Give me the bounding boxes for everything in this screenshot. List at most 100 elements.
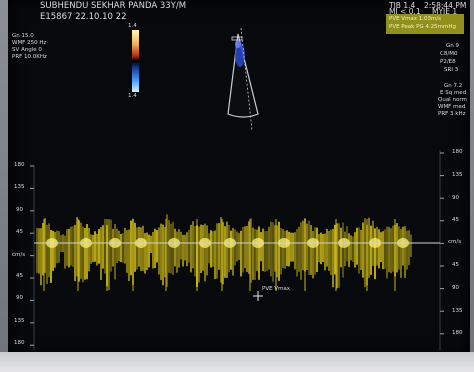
spectrum-column	[220, 217, 222, 283]
spectrum-column	[280, 228, 282, 275]
spectrum-column	[112, 228, 114, 267]
mi-right: MYIE 1	[432, 7, 458, 16]
spectrum-column	[278, 221, 280, 281]
spectrum-column	[46, 225, 48, 285]
spectrum-column	[236, 231, 238, 262]
param-sv-angle: SV Angle 0	[12, 47, 42, 53]
spectrum-column	[312, 230, 314, 279]
spectrum-column	[122, 233, 124, 263]
spectrum-column	[56, 230, 58, 264]
spectrum-column	[302, 220, 304, 271]
spectrum-column	[92, 234, 94, 263]
spectrum-column	[84, 227, 86, 280]
ti-value: TIB 1.4	[389, 1, 416, 10]
spectrum-column	[252, 227, 254, 280]
spectrum-column	[150, 235, 152, 253]
spectrum-column	[298, 226, 300, 272]
spectrum-column	[80, 222, 82, 279]
scale-right-90-bottom: 90	[452, 285, 459, 291]
spectrum-column	[52, 230, 54, 271]
spectrum-column	[242, 226, 244, 273]
spectrum-column	[208, 233, 210, 264]
spectrum-column	[232, 227, 234, 276]
spectrum-column	[396, 222, 398, 273]
spectrum-column	[168, 220, 170, 273]
param-gain: Gn 15.0	[12, 33, 34, 39]
spectrum-column	[38, 228, 40, 274]
spectrum-column	[340, 227, 342, 268]
spectrum-column	[212, 231, 214, 267]
spectrum-column	[152, 232, 154, 269]
spectrum-column	[86, 224, 88, 280]
spectrum-column	[128, 229, 130, 282]
colorbar-top-label: 1.4	[128, 23, 137, 29]
param-wmf: WMF 250 Hz	[12, 40, 47, 46]
spectrum-column	[390, 228, 392, 274]
spectrum-column	[332, 228, 334, 288]
spectrum-column	[82, 226, 84, 283]
param-r-sri: SRI 3	[444, 67, 459, 73]
spectrum-column	[294, 232, 296, 270]
spectrum-column	[192, 221, 194, 269]
scale-right-unit: cm/s	[448, 239, 462, 245]
spectrum-column	[202, 225, 204, 271]
spectrum-column	[142, 225, 144, 271]
spectrum-column	[42, 223, 44, 276]
spectrum-column	[384, 229, 386, 270]
spectrum-column	[410, 234, 412, 258]
spectrum-column	[66, 229, 68, 266]
spectrum-column	[362, 222, 364, 278]
spectrum-column	[144, 233, 146, 274]
spectrum-column	[300, 222, 302, 280]
spectrum-column	[290, 232, 292, 262]
spectrum-column	[286, 230, 288, 267]
scale-right-135-bottom: 135	[452, 308, 463, 314]
spectrum-column	[88, 227, 90, 272]
spectrum-column	[406, 230, 408, 270]
spectrum-column	[370, 225, 372, 275]
spectrum-column	[156, 230, 158, 263]
scale-left-unit: cm/s	[12, 252, 26, 258]
monitor-bezel	[0, 352, 474, 372]
spectrum-column	[238, 233, 240, 260]
scale-left-180-top: 180	[14, 162, 25, 168]
spectrum-column	[348, 233, 350, 268]
spectrum-column	[284, 230, 286, 269]
spectrum-column	[282, 229, 284, 268]
spectrum-column	[226, 221, 228, 278]
spectrum-column	[120, 234, 122, 263]
spectrum-column	[274, 224, 276, 272]
param-r-wmf: WMF med	[438, 104, 466, 110]
spectrum-column	[124, 227, 126, 264]
scale-right-180-bottom: 180	[452, 330, 463, 336]
vmax-readout: PVE Vmax 1.03m/s	[389, 16, 442, 22]
spectrum-column	[176, 231, 178, 273]
spectrum-column	[160, 223, 162, 280]
spectrum-column	[194, 225, 196, 277]
study-id: E15867 22.10.10 22	[40, 12, 127, 22]
scale-right-90-top: 90	[452, 195, 459, 201]
spectrum-column	[266, 231, 268, 271]
spectrum-column	[72, 226, 74, 267]
spectrum-column	[324, 233, 326, 271]
velocity-colorbar	[132, 30, 139, 92]
spectrum-column	[206, 225, 208, 276]
spectrum-column	[360, 229, 362, 271]
spectrum-column	[320, 232, 322, 265]
spectrum-column	[352, 236, 354, 262]
param-r-gn2: Gn 7.2	[444, 83, 463, 89]
spectrum-column	[264, 231, 266, 272]
spectrum-column	[58, 231, 60, 263]
spectrum-column	[244, 226, 246, 269]
spectrum-column	[378, 229, 380, 269]
spectrum-column	[140, 227, 142, 271]
spectrum-column	[262, 228, 264, 272]
peak-pg-readout: PVE Peak PG 4.25mmHg	[389, 24, 457, 30]
spectrum-column	[354, 232, 356, 268]
patient-name: SUBHENDU SEKHAR PANDA 33Y/M	[40, 1, 187, 11]
doppler-spectrum	[36, 214, 412, 291]
spectrum-column	[224, 226, 226, 278]
spectrum-column	[198, 226, 200, 283]
spectrum-column	[234, 229, 236, 266]
